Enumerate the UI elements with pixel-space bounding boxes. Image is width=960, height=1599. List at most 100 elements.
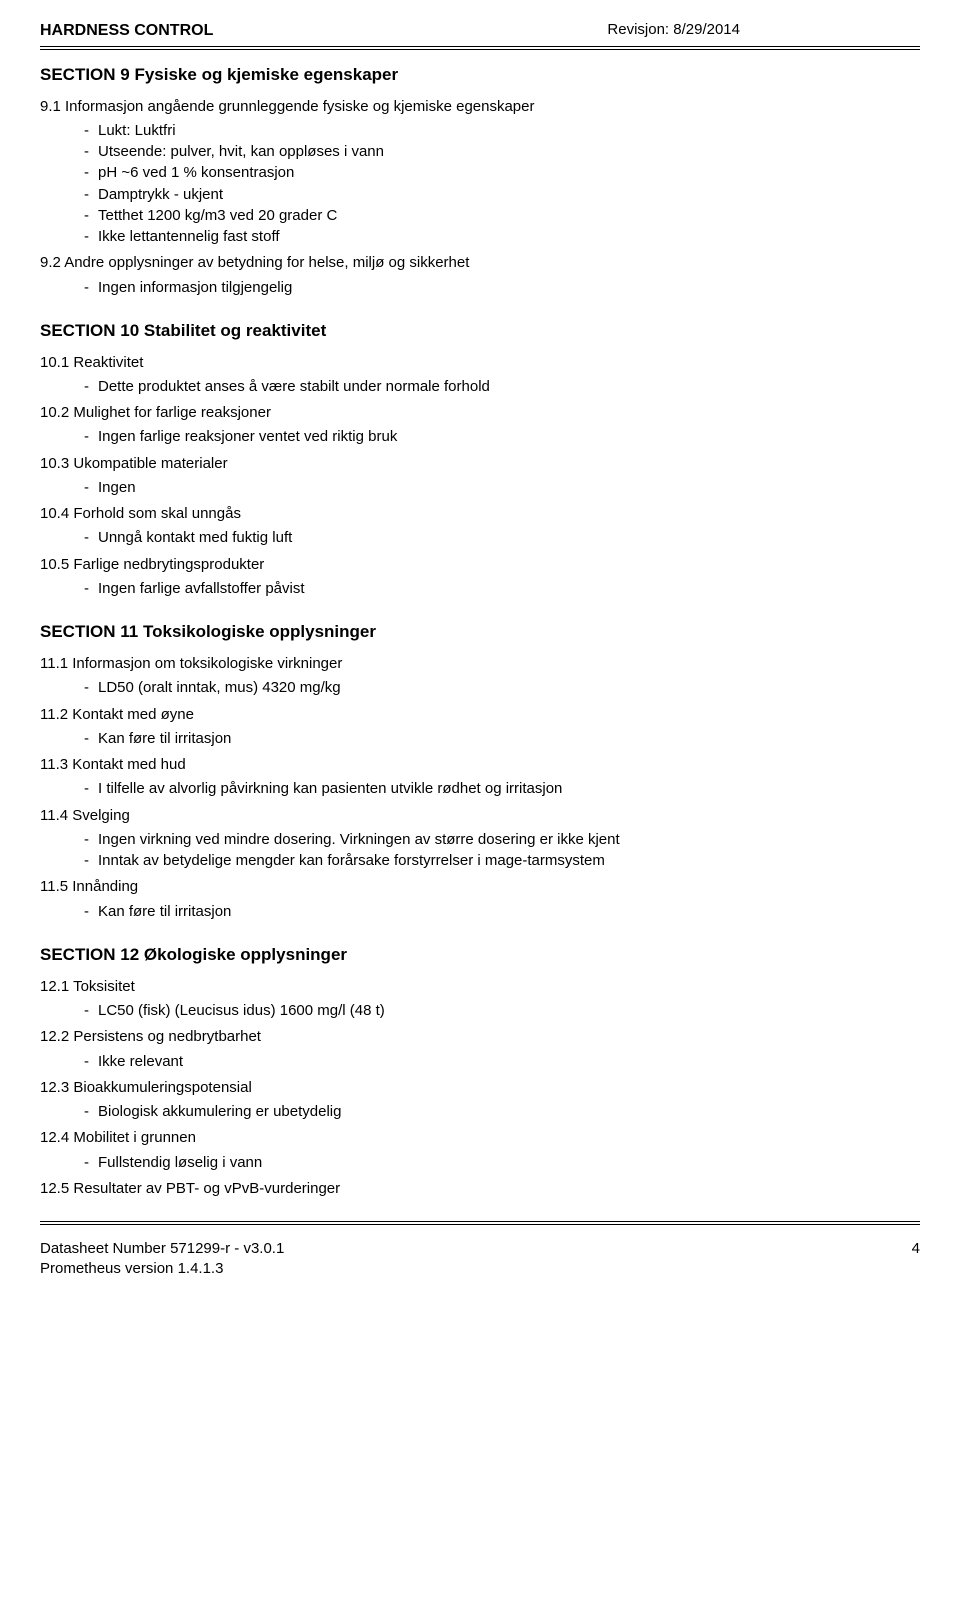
section-heading: SECTION 9 Fysiske og kjemiske egenskaper [40,64,920,87]
item-list: -Dette produktet anses å være stabilt un… [84,377,920,397]
list-item-text: Ingen [98,478,920,498]
bullet-dash: - [84,678,98,698]
sub-heading: 12.3 Bioakkumuleringspotensial [40,1078,920,1098]
list-item-text: Ingen virkning ved mindre dosering. Virk… [98,830,920,850]
section-spacer [40,302,920,316]
bullet-dash: - [84,528,98,548]
list-item-text: Damptrykk - ukjent [98,185,920,205]
bullet-dash: - [84,1153,98,1173]
list-item-text: I tilfelle av alvorlig påvirkning kan pa… [98,779,920,799]
sub-heading: 10.2 Mulighet for farlige reaksjoner [40,403,920,423]
sections-container: SECTION 9 Fysiske og kjemiske egenskaper… [40,64,920,1218]
list-item-text: Kan føre til irritasjon [98,729,920,749]
revision-label: Revisjon: 8/29/2014 [607,20,740,40]
list-item-text: Utseende: pulver, hvit, kan oppløses i v… [98,142,920,162]
bullet-dash: - [84,851,98,871]
bullet-dash: - [84,729,98,749]
doc-title: HARDNESS CONTROL [40,20,213,42]
list-item-text: Ingen farlige avfallstoffer påvist [98,579,920,599]
sub-heading: 10.1 Reaktivitet [40,353,920,373]
sub-heading: 12.1 Toksisitet [40,977,920,997]
bullet-dash: - [84,1052,98,1072]
list-item-text: LC50 (fisk) (Leucisus idus) 1600 mg/l (4… [98,1001,920,1021]
section-spacer [40,1203,920,1217]
list-item-text: Tetthet 1200 kg/m3 ved 20 grader C [98,206,920,226]
bullet-dash: - [84,142,98,162]
section-heading: SECTION 10 Stabilitet og reaktivitet [40,320,920,343]
list-item-text: LD50 (oralt inntak, mus) 4320 mg/kg [98,678,920,698]
list-item: -LD50 (oralt inntak, mus) 4320 mg/kg [84,678,920,698]
list-item: -Unngå kontakt med fuktig luft [84,528,920,548]
bullet-dash: - [84,163,98,183]
sub-heading: 11.4 Svelging [40,806,920,826]
list-item: -Damptrykk - ukjent [84,185,920,205]
bullet-dash: - [84,1102,98,1122]
list-item: -I tilfelle av alvorlig påvirkning kan p… [84,779,920,799]
item-list: -Ingen farlige reaksjoner ventet ved rik… [84,427,920,447]
list-item: -Ingen [84,478,920,498]
list-item: -pH ~6 ved 1 % konsentrasjon [84,163,920,183]
footer: Datasheet Number 571299-r - v3.0.1 Prome… [40,1239,920,1280]
sub-heading: 11.2 Kontakt med øyne [40,705,920,725]
list-item: -Utseende: pulver, hvit, kan oppløses i … [84,142,920,162]
sub-heading: 11.5 Innånding [40,877,920,897]
list-item: -Ingen virkning ved mindre dosering. Vir… [84,830,920,850]
list-item-text: Kan føre til irritasjon [98,902,920,922]
item-list: -Fullstendig løselig i vann [84,1153,920,1173]
list-item-text: pH ~6 ved 1 % konsentrasjon [98,163,920,183]
item-list: -Ikke relevant [84,1052,920,1072]
header: HARDNESS CONTROL Revisjon: 8/29/2014 [40,20,920,42]
list-item: -Ikke lettantennelig fast stoff [84,227,920,247]
item-list: -LD50 (oralt inntak, mus) 4320 mg/kg [84,678,920,698]
list-item-text: Inntak av betydelige mengder kan forårsa… [98,851,920,871]
sub-heading: 10.4 Forhold som skal unngås [40,504,920,524]
footer-left: Datasheet Number 571299-r - v3.0.1 Prome… [40,1239,284,1280]
list-item-text: Ikke lettantennelig fast stoff [98,227,920,247]
section-heading: SECTION 11 Toksikologiske opplysninger [40,621,920,644]
footer-line2: Prometheus version 1.4.1.3 [40,1259,284,1279]
sub-heading: 9.2 Andre opplysninger av betydning for … [40,253,920,273]
bullet-dash: - [84,427,98,447]
bullet-dash: - [84,185,98,205]
item-list: -Kan føre til irritasjon [84,729,920,749]
list-item-text: Ingen informasjon tilgjengelig [98,278,920,298]
list-item-text: Ikke relevant [98,1052,920,1072]
sub-heading: 11.1 Informasjon om toksikologiske virkn… [40,654,920,674]
footer-rule [40,1221,920,1225]
list-item: -Ingen farlige avfallstoffer påvist [84,579,920,599]
header-rule [40,46,920,50]
item-list: -Biologisk akkumulering er ubetydelig [84,1102,920,1122]
footer-line1: Datasheet Number 571299-r - v3.0.1 [40,1239,284,1259]
list-item: -Tetthet 1200 kg/m3 ved 20 grader C [84,206,920,226]
list-item: -Fullstendig løselig i vann [84,1153,920,1173]
bullet-dash: - [84,579,98,599]
bullet-dash: - [84,227,98,247]
bullet-dash: - [84,377,98,397]
bullet-dash: - [84,121,98,141]
list-item: -Dette produktet anses å være stabilt un… [84,377,920,397]
list-item: -Biologisk akkumulering er ubetydelig [84,1102,920,1122]
item-list: -Unngå kontakt med fuktig luft [84,528,920,548]
item-list: -Ingen [84,478,920,498]
list-item: -Ingen farlige reaksjoner ventet ved rik… [84,427,920,447]
list-item-text: Dette produktet anses å være stabilt und… [98,377,920,397]
item-list: -I tilfelle av alvorlig påvirkning kan p… [84,779,920,799]
section-spacer [40,603,920,617]
list-item-text: Ingen farlige reaksjoner ventet ved rikt… [98,427,920,447]
list-item-text: Biologisk akkumulering er ubetydelig [98,1102,920,1122]
sub-heading: 12.5 Resultater av PBT- og vPvB-vurderin… [40,1179,920,1199]
item-list: -Lukt: Luktfri-Utseende: pulver, hvit, k… [84,121,920,248]
bullet-dash: - [84,478,98,498]
list-item-text: Lukt: Luktfri [98,121,920,141]
sub-heading: 10.5 Farlige nedbrytingsprodukter [40,555,920,575]
list-item: -Ikke relevant [84,1052,920,1072]
section-spacer [40,926,920,940]
bullet-dash: - [84,902,98,922]
list-item: -Kan føre til irritasjon [84,729,920,749]
page-number: 4 [912,1239,920,1259]
list-item: -Lukt: Luktfri [84,121,920,141]
sub-heading: 11.3 Kontakt med hud [40,755,920,775]
list-item-text: Fullstendig løselig i vann [98,1153,920,1173]
bullet-dash: - [84,830,98,850]
sub-heading: 9.1 Informasjon angående grunnleggende f… [40,97,920,117]
